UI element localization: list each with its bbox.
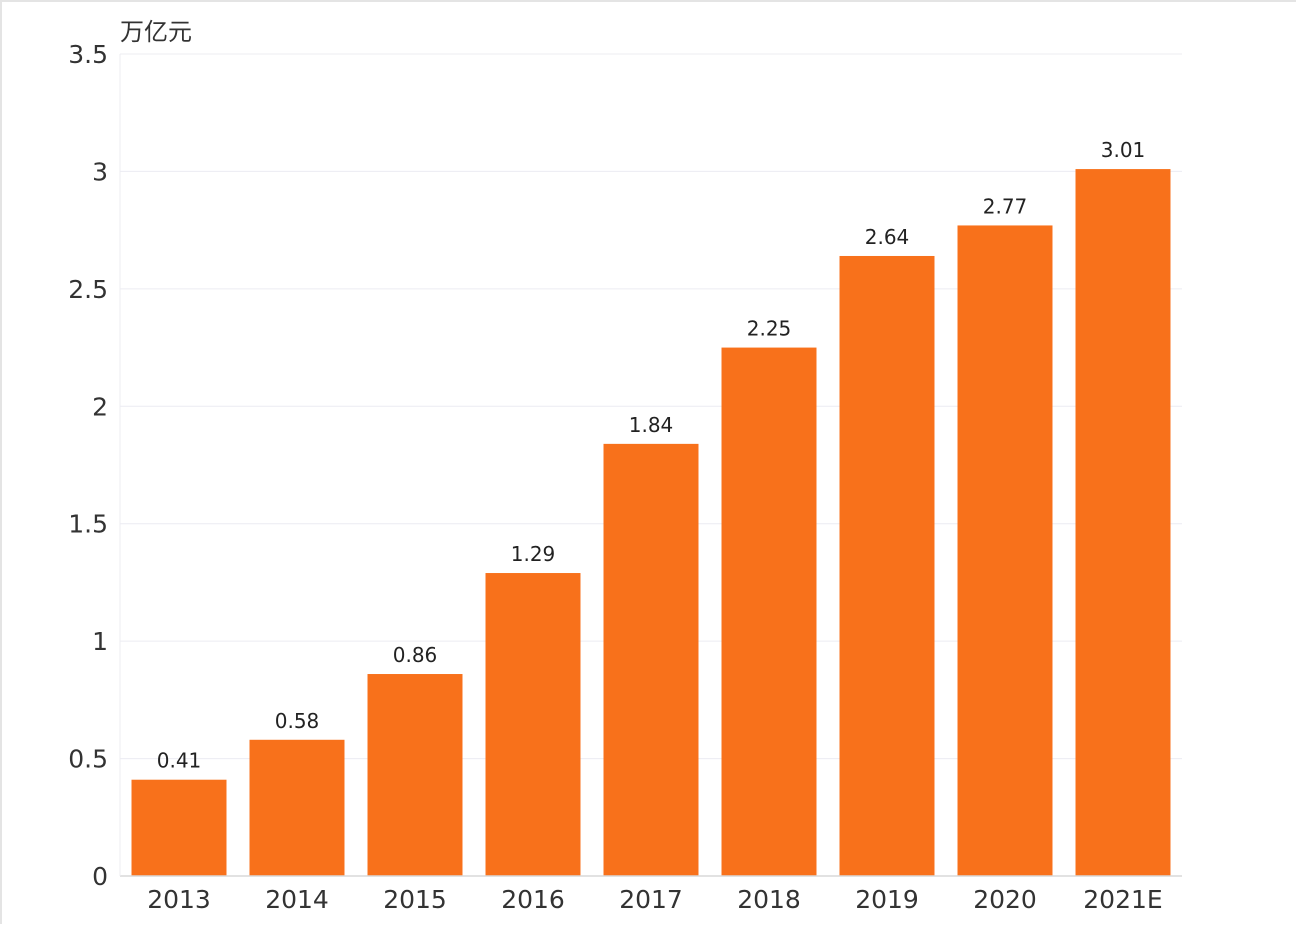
bar-2014 <box>249 739 345 876</box>
bar-2015 <box>367 674 463 876</box>
bars <box>131 169 1171 877</box>
data-label: 0.58 <box>275 709 320 733</box>
x-tick-label: 2017 <box>619 885 683 914</box>
bar-2016 <box>485 573 581 876</box>
data-label: 0.41 <box>157 749 202 773</box>
y-tick-label: 2.5 <box>68 275 108 304</box>
bar-2019 <box>839 255 935 876</box>
y-tick-label: 0.5 <box>68 745 108 774</box>
data-label: 2.64 <box>865 225 910 249</box>
y-tick-label: 2 <box>92 392 108 421</box>
bar-2020 <box>957 225 1053 877</box>
data-label: 1.84 <box>629 413 674 437</box>
data-label: 2.77 <box>983 194 1028 218</box>
x-tick-label: 2013 <box>147 885 211 914</box>
x-tick-label: 2015 <box>383 885 447 914</box>
y-tick-label: 1.5 <box>68 510 108 539</box>
bar-2017 <box>603 443 699 876</box>
x-tick-label: 2016 <box>501 885 565 914</box>
y-tick-label: 0 <box>92 862 108 891</box>
x-tick-label: 2014 <box>265 885 329 914</box>
x-axis-ticks: 2013 2014 2015 2016 2017 2018 2019 2020 2021E <box>147 885 1163 914</box>
y-tick-label: 3 <box>92 157 108 186</box>
x-tick-label: 2019 <box>855 885 919 914</box>
x-tick-label: 2018 <box>737 885 801 914</box>
y-tick-label: 1 <box>92 627 108 656</box>
data-label: 0.86 <box>393 643 438 667</box>
data-label: 2.25 <box>747 317 792 341</box>
y-axis-unit-label: 万亿元 <box>120 18 192 46</box>
x-tick-label: 2020 <box>973 885 1037 914</box>
x-tick-label: 2021E <box>1083 885 1162 914</box>
bar-2018 <box>721 347 817 877</box>
y-axis-ticks: 0 0.5 1 1.5 2 2.5 3 3.5 <box>68 40 108 891</box>
y-tick-label: 3.5 <box>68 40 108 69</box>
data-label: 1.29 <box>511 542 556 566</box>
bar-2013 <box>131 779 227 876</box>
data-labels: 0.41 0.58 0.86 1.29 1.84 2.25 2.64 2.77 3.01 <box>157 138 1146 773</box>
data-label: 3.01 <box>1101 138 1146 162</box>
bar-2021E <box>1075 169 1171 876</box>
